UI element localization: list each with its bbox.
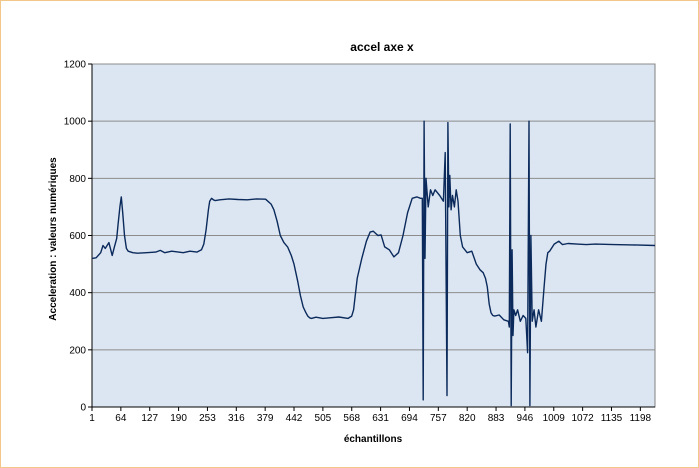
- x-tick-label: 127: [141, 413, 158, 424]
- x-tick-label: 1072: [571, 413, 594, 424]
- x-tick-label: 253: [199, 413, 216, 424]
- x-tick-label: 568: [343, 413, 360, 424]
- x-tick-label: 883: [488, 413, 505, 424]
- x-tick-label: 505: [315, 413, 332, 424]
- y-tick-label: 1000: [64, 117, 87, 128]
- x-tick-label: 1: [89, 413, 95, 424]
- x-tick-label: 694: [401, 413, 418, 424]
- y-tick-label: 800: [69, 174, 86, 185]
- plot-area: 0 200 400 600 800 1000 1200 1 64 127 190 253 316 379 4…: [64, 60, 656, 424]
- x-tick-label: 379: [257, 413, 274, 424]
- x-tick-label: 1198: [630, 413, 652, 424]
- chart-title: accel axe x: [350, 40, 414, 54]
- x-tick-label: 1009: [543, 413, 566, 424]
- x-tick-label: 1135: [601, 413, 623, 424]
- x-tick-label: 316: [228, 413, 245, 424]
- x-tick-label: 64: [115, 413, 127, 424]
- x-tick-label: 190: [170, 413, 187, 424]
- x-axis-label: échantillons: [344, 434, 403, 445]
- y-axis-label: Acceleration : valeurs numériques: [48, 157, 59, 321]
- y-tick-label: 600: [69, 231, 86, 242]
- x-tick-label: 757: [430, 413, 447, 424]
- y-tick-label: 400: [69, 288, 86, 299]
- x-tick-label: 442: [286, 413, 303, 424]
- series-line: [91, 120, 656, 407]
- y-tick-label: 0: [80, 403, 86, 414]
- x-tick-label: 820: [459, 413, 476, 424]
- y-tick-label: 200: [69, 345, 86, 356]
- x-tick-label: 631: [372, 413, 389, 424]
- y-tick-label: 1200: [64, 60, 87, 71]
- x-tick-label: 946: [517, 413, 534, 424]
